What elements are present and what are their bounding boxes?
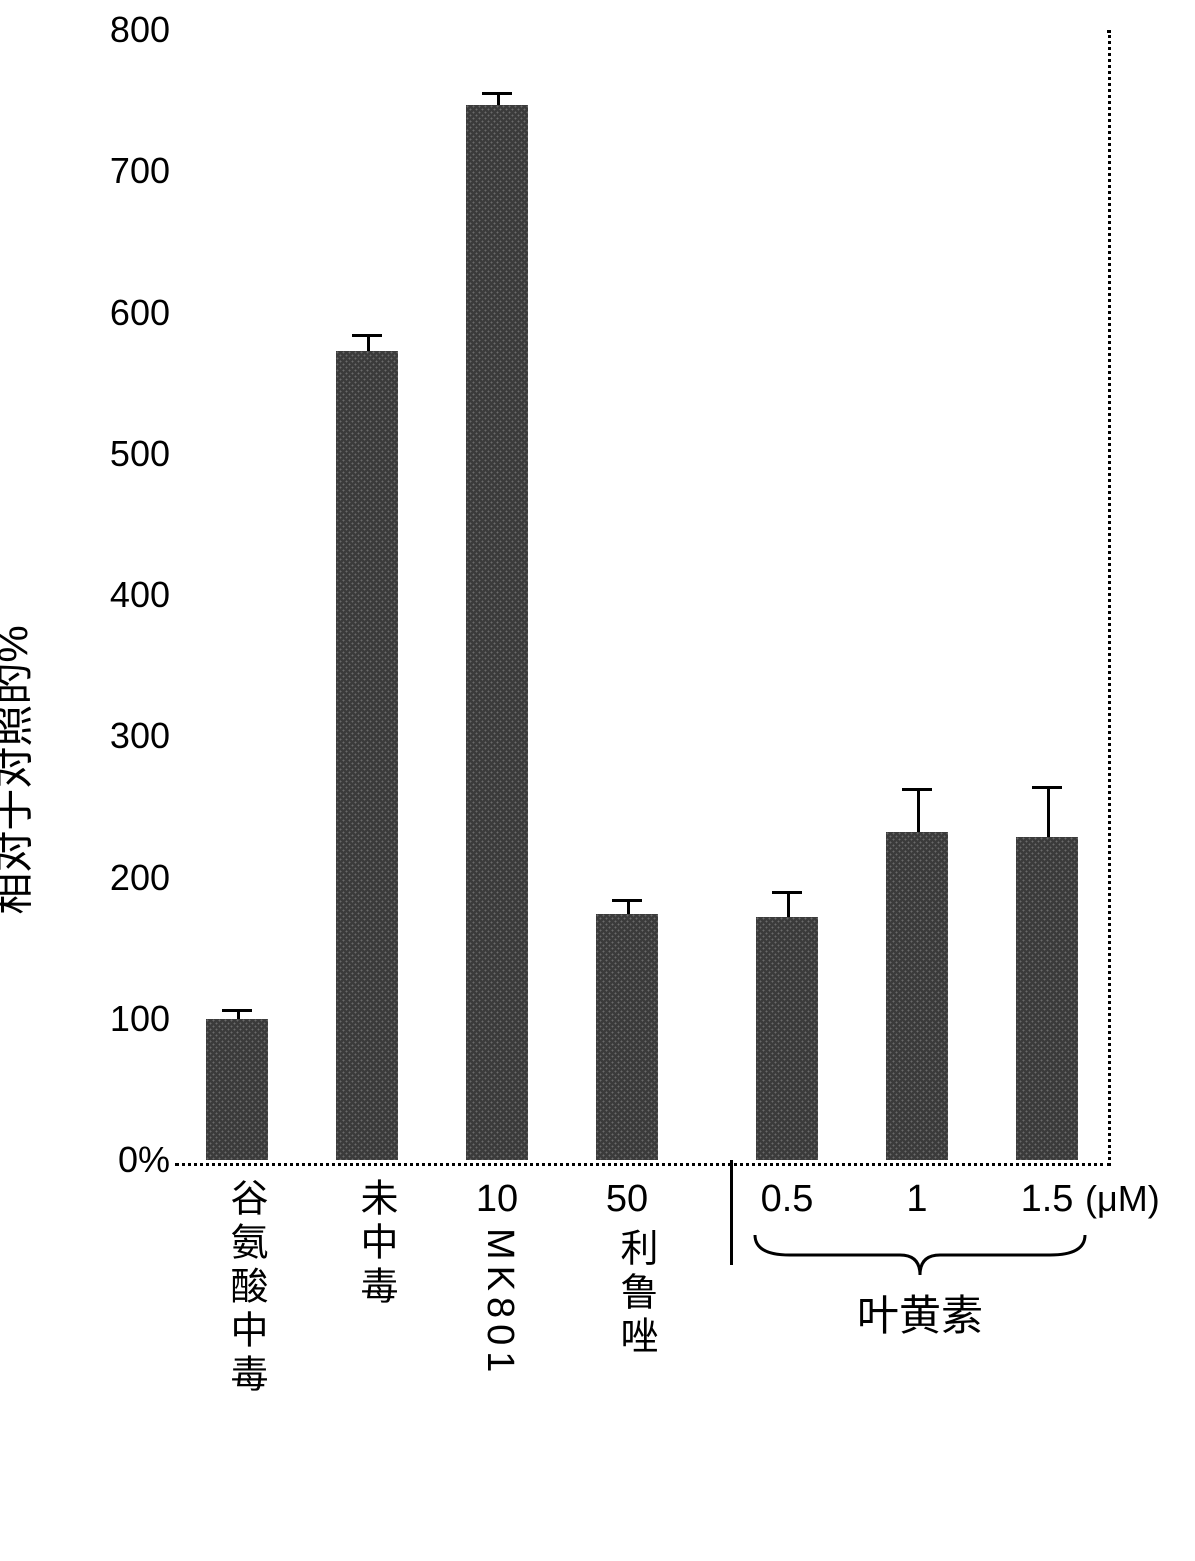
errcap-0 (222, 1009, 252, 1012)
x-label-3-sub: 利鲁唑 (608, 1228, 663, 1360)
bar-2 (466, 105, 528, 1160)
y-tick-0: 0% (90, 1139, 170, 1181)
y-tick-600: 600 (90, 292, 170, 334)
errcap-4 (772, 891, 802, 894)
err-3 (627, 902, 630, 915)
x-label-1: 未中毒 (348, 1178, 403, 1310)
y-tick-500: 500 (90, 433, 170, 475)
y-tick-200: 200 (90, 857, 170, 899)
err-4 (787, 894, 790, 917)
x-label-2-num: 10 (476, 1178, 518, 1221)
bar-3 (596, 914, 658, 1160)
y-tick-800: 800 (90, 9, 170, 51)
x-label-5: 1 (906, 1178, 927, 1221)
y-tick-100: 100 (90, 998, 170, 1040)
bar-1 (336, 351, 398, 1160)
err-5 (917, 791, 920, 832)
y-axis-label: 相对于对照的% (0, 625, 41, 914)
errcap-5 (902, 788, 932, 791)
bar-5 (886, 832, 948, 1160)
y-tick-400: 400 (90, 574, 170, 616)
x-label-3-num: 50 (606, 1178, 648, 1221)
err-2 (497, 95, 500, 105)
group-brace (750, 1230, 1090, 1280)
y-tick-300: 300 (90, 715, 170, 757)
bar-0 (206, 1019, 268, 1160)
errcap-6 (1032, 786, 1062, 789)
bar-6 (1016, 837, 1078, 1160)
unit-label: (μM) (1085, 1178, 1160, 1220)
bar-4 (756, 917, 818, 1160)
errcap-1 (352, 334, 382, 337)
err-0 (237, 1012, 240, 1019)
y-tick-700: 700 (90, 150, 170, 192)
err-1 (367, 337, 370, 351)
errcap-3 (612, 899, 642, 902)
x-label-2-sub: MK801 (478, 1228, 521, 1378)
group-label: 叶黄素 (857, 1282, 983, 1343)
x-label-0: 谷氨酸中毒 (218, 1178, 273, 1398)
x-label-4: 0.5 (761, 1178, 814, 1221)
chart-container: 相对于对照的% 0% 100 200 300 400 500 600 700 8… (30, 30, 1130, 1510)
x-label-6: 1.5 (1021, 1178, 1074, 1221)
err-6 (1047, 789, 1050, 837)
errcap-2 (482, 92, 512, 95)
bars-layer (175, 30, 1105, 1160)
